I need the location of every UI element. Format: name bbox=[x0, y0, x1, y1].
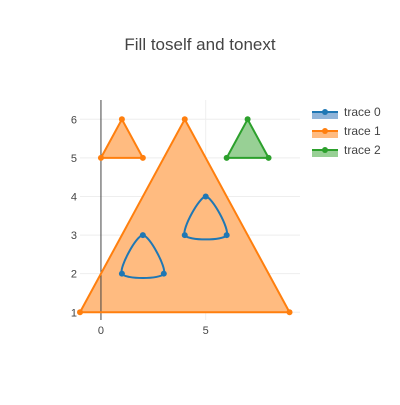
series-line-4 bbox=[225, 118, 270, 159]
data-point[interactable] bbox=[118, 270, 125, 277]
data-point[interactable] bbox=[77, 309, 83, 316]
data-point[interactable] bbox=[118, 116, 125, 123]
fill-areas bbox=[80, 119, 290, 313]
y-tick-label: 2 bbox=[71, 269, 77, 281]
x-tick-label: 0 bbox=[98, 325, 104, 337]
x-tick-label: 5 bbox=[203, 325, 209, 337]
series-line-3 bbox=[99, 118, 144, 159]
data-point[interactable] bbox=[223, 232, 230, 239]
data-point[interactable] bbox=[139, 154, 146, 161]
data-point[interactable] bbox=[139, 232, 146, 239]
legend-marker bbox=[322, 147, 328, 153]
legend-item-trace-1[interactable]: trace 1 bbox=[312, 124, 381, 138]
legend-label: trace 0 bbox=[344, 105, 381, 119]
data-point[interactable] bbox=[244, 116, 251, 123]
series-fill-4 bbox=[226, 119, 269, 158]
series-points bbox=[77, 116, 293, 316]
data-point[interactable] bbox=[265, 154, 272, 161]
data-point[interactable] bbox=[202, 193, 209, 200]
data-point[interactable] bbox=[181, 232, 188, 239]
series-line-1 bbox=[183, 195, 228, 241]
legend-item-trace-2[interactable]: trace 2 bbox=[312, 143, 381, 157]
series-fill-3 bbox=[100, 119, 143, 158]
legend-fill-swatch bbox=[312, 112, 338, 119]
legend-marker bbox=[322, 109, 328, 115]
legend-fill-swatch bbox=[312, 150, 338, 157]
data-point[interactable] bbox=[223, 154, 230, 161]
y-tick-label: 4 bbox=[71, 191, 77, 203]
y-tick-label: 1 bbox=[71, 307, 77, 319]
legend-fill-swatch bbox=[312, 131, 338, 138]
y-tick-label: 5 bbox=[71, 153, 77, 165]
series-line-0 bbox=[120, 234, 166, 280]
series-line-2 bbox=[79, 118, 291, 314]
data-point[interactable] bbox=[181, 116, 188, 123]
legend[interactable]: trace 0 trace 1 trace 2 bbox=[312, 105, 381, 157]
legend-marker bbox=[322, 128, 328, 134]
data-point[interactable] bbox=[97, 154, 104, 161]
data-point[interactable] bbox=[160, 270, 167, 277]
series-fill-2 bbox=[80, 119, 290, 313]
legend-label: trace 2 bbox=[344, 143, 381, 157]
legend-label: trace 1 bbox=[344, 124, 381, 138]
series-lines bbox=[79, 118, 291, 314]
y-tick-label: 3 bbox=[71, 230, 77, 242]
legend-item-trace-0[interactable]: trace 0 bbox=[312, 105, 381, 119]
chart-title: Fill toself and tonext bbox=[124, 35, 275, 54]
y-tick-label: 6 bbox=[71, 114, 77, 126]
tick-labels: 1 2 3 4 5 6 0 5 bbox=[71, 114, 209, 337]
data-point[interactable] bbox=[286, 309, 293, 316]
